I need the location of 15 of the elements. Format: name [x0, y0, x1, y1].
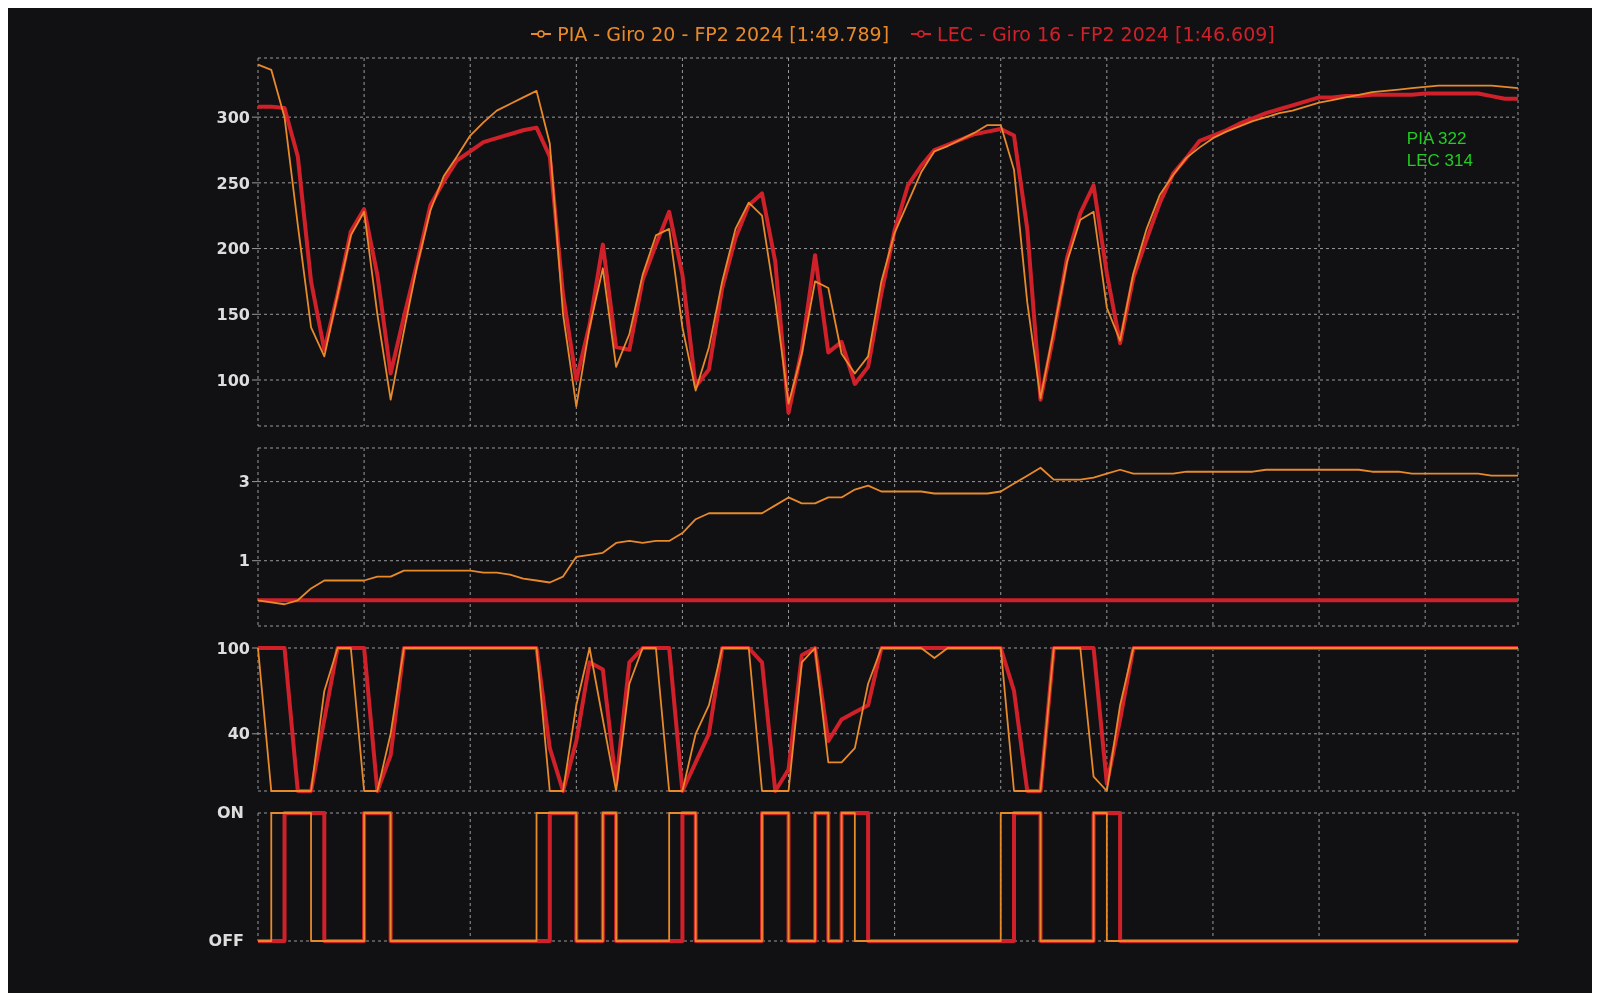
y-tick-label: 300 — [216, 107, 250, 127]
y-tick-label: 250 — [216, 173, 250, 193]
y-tick-label: 100 — [216, 370, 250, 390]
y-tick-label: 200 — [216, 239, 250, 259]
y-tick-label: 100 — [216, 638, 250, 658]
legend-label: PIA - Giro 20 - FP2 2024 [1:49.789] — [557, 23, 890, 45]
y-tick-label: 3 — [238, 472, 250, 492]
y-tick-label: 150 — [216, 304, 250, 324]
text: OFF — [207, 931, 244, 951]
y-tick-label: 40 — [227, 724, 250, 744]
annotation: LEC 314 — [1406, 150, 1473, 172]
y-tick-label: 1 — [238, 551, 250, 571]
legend-label: LEC - Giro 16 - FP2 2024 [1:46.609] — [937, 23, 1275, 45]
annotation: PIA 322 — [1406, 128, 1468, 150]
text: ON — [216, 803, 244, 823]
